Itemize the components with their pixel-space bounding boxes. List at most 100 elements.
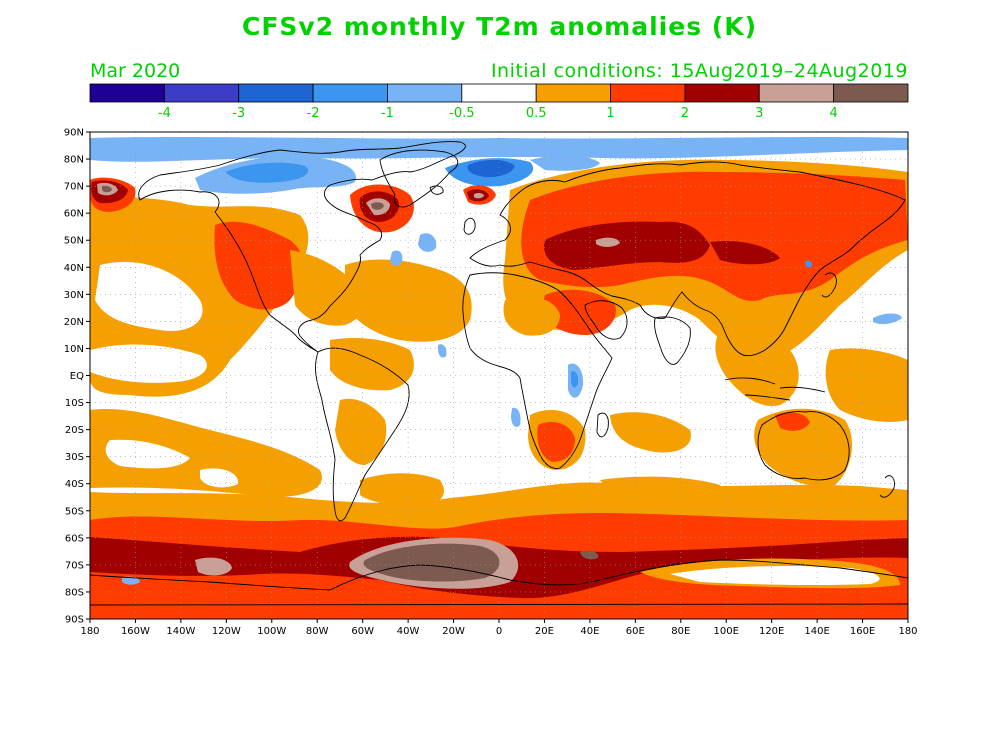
lat-tick-label: 20N	[64, 317, 84, 328]
anomaly-atlantic-blue	[418, 233, 437, 252]
colorbar-swatch	[312, 83, 388, 103]
anomaly-antarctic-brown-2	[580, 550, 599, 560]
colorbar-tick-label: 3	[755, 106, 763, 121]
coast-new-zealand	[879, 475, 895, 498]
lon-tick-label: 140W	[166, 626, 195, 637]
coast-south-america	[315, 347, 410, 522]
anomaly-central-asia-pink	[596, 237, 620, 247]
lon-tick-label: 120W	[212, 626, 241, 637]
anomaly-pacific-white-patch-2	[90, 344, 207, 383]
anomaly-barents-light-blue	[530, 155, 600, 171]
coast-japan	[821, 272, 837, 298]
lat-tick-label: 60S	[65, 533, 84, 544]
anomaly-south-pacific-orange	[90, 409, 322, 497]
colorbar-tick-label: -0.5	[449, 106, 474, 121]
anomaly-antarctic-brown	[363, 543, 500, 582]
lon-tick-label: 180	[80, 626, 99, 637]
initial-conditions-label: Initial conditions: 15Aug2019–24Aug2019	[490, 60, 908, 82]
anomaly-se-asia-orange	[715, 328, 799, 406]
coast-arabia	[584, 300, 628, 340]
lon-tick-label: 40W	[397, 626, 420, 637]
lon-tick-label: 80E	[671, 626, 690, 637]
anomaly-south-atlantic-orange	[360, 473, 444, 507]
longitude-axis: 180 160W 140W 120W 100W 80W 60W 40W 20W 0 20E 40E 60…	[80, 619, 918, 637]
anomaly-north-america-orange	[290, 250, 365, 326]
lat-tick-label: 40N	[64, 263, 84, 274]
coast-india	[654, 316, 691, 365]
coast-antarctica	[90, 559, 908, 606]
graticule	[90, 132, 908, 619]
lat-tick-label: 10S	[65, 398, 84, 409]
anomaly-east-africa-darkblue	[571, 371, 579, 388]
lat-tick-label: 70N	[64, 182, 84, 193]
colorbar-swatch	[387, 83, 463, 103]
lat-tick-label: 80S	[65, 587, 84, 598]
anomaly-atlantic-blue-2	[390, 250, 403, 266]
colorbar-tick-label: 2	[681, 106, 689, 121]
lon-tick-label: 40E	[580, 626, 599, 637]
anomaly-eurasia-red	[521, 171, 908, 301]
anomaly-arctic-blue-band	[90, 137, 908, 162]
anomaly-indian-ocean-orange	[610, 412, 691, 453]
coast-indonesia	[724, 377, 826, 401]
lon-tick-label: 80W	[306, 626, 329, 637]
lat-tick-label: 50S	[65, 506, 84, 517]
anomaly-australia-red	[775, 412, 810, 431]
map-area	[90, 132, 908, 619]
lon-tick-label: 100W	[257, 626, 286, 637]
anomaly-south-africa-red	[537, 421, 575, 462]
valid-month-label: Mar 2020	[90, 60, 181, 82]
anomaly-north-africa-orange	[503, 296, 560, 336]
anomaly-norwegian-pink	[474, 192, 484, 199]
anomaly-indian-ocean-orange-2	[600, 476, 721, 501]
colorbar-swatch	[89, 83, 165, 103]
lat-tick-label: 60N	[64, 209, 84, 220]
lat-tick-label: 30S	[65, 452, 84, 463]
anomaly-pacific-white-patch	[95, 261, 203, 331]
anomaly-australia-orange	[754, 408, 853, 487]
coast-africa	[462, 272, 613, 469]
colorbar-swatch	[684, 83, 760, 103]
anomaly-antarctic-white	[670, 566, 880, 586]
colorbar-tick-label: -4	[158, 106, 171, 121]
anomaly-labrador-brown	[371, 202, 384, 210]
lat-tick-label: EQ	[70, 371, 84, 382]
anomaly-antarctic-pink-2	[195, 557, 232, 576]
lon-tick-label: 20W	[442, 626, 465, 637]
latitude-axis: 90N 80N 70N 60N 50N 40N 30N 20N 10N EQ 10S 20S 30S 40…	[64, 128, 90, 626]
anomaly-siberia-darkred	[710, 240, 780, 265]
anomaly-fields	[90, 137, 908, 619]
coast-uk	[463, 217, 476, 235]
lat-tick-label: 90S	[65, 615, 84, 626]
coast-greenland	[379, 149, 459, 208]
lon-tick-label: 0	[496, 626, 502, 637]
anomaly-canada-blue	[225, 162, 309, 183]
coast-europe-asia	[469, 161, 906, 357]
anomaly-north-china-blue	[805, 260, 813, 268]
lat-tick-label: 20S	[65, 425, 84, 436]
lon-tick-label: 120E	[759, 626, 784, 637]
anomaly-south-pacific-white	[105, 439, 190, 469]
colorbar-swatch	[833, 83, 909, 103]
colorbar-tick-label: -3	[232, 106, 245, 121]
lon-tick-label: 140E	[804, 626, 829, 637]
coast-north-america	[138, 141, 466, 353]
colorbar-swatch	[461, 83, 537, 103]
colorbar-swatch	[238, 83, 314, 103]
colorbar-tick-label: 4	[829, 106, 837, 121]
colorbar-tick-label: -1	[381, 106, 394, 121]
colorbar-swatch	[535, 83, 611, 103]
lon-tick-label: 160E	[850, 626, 875, 637]
colorbar-tick-label: 1	[606, 106, 614, 121]
colorbar: -4 -3 -2 -1 -0.5 0.5 1 2 3 4	[89, 83, 909, 121]
coast-madagascar	[596, 412, 609, 438]
anomaly-greenland-sea-darkblue	[467, 159, 515, 178]
lon-tick-label: 100E	[714, 626, 739, 637]
colorbar-swatch	[610, 83, 686, 103]
anomaly-eurasia-darkred	[544, 221, 710, 270]
colorbar-swatch	[758, 83, 835, 103]
lat-tick-label: 50N	[64, 236, 84, 247]
lon-tick-label: 60W	[351, 626, 374, 637]
colorbar-swatch	[163, 83, 240, 103]
